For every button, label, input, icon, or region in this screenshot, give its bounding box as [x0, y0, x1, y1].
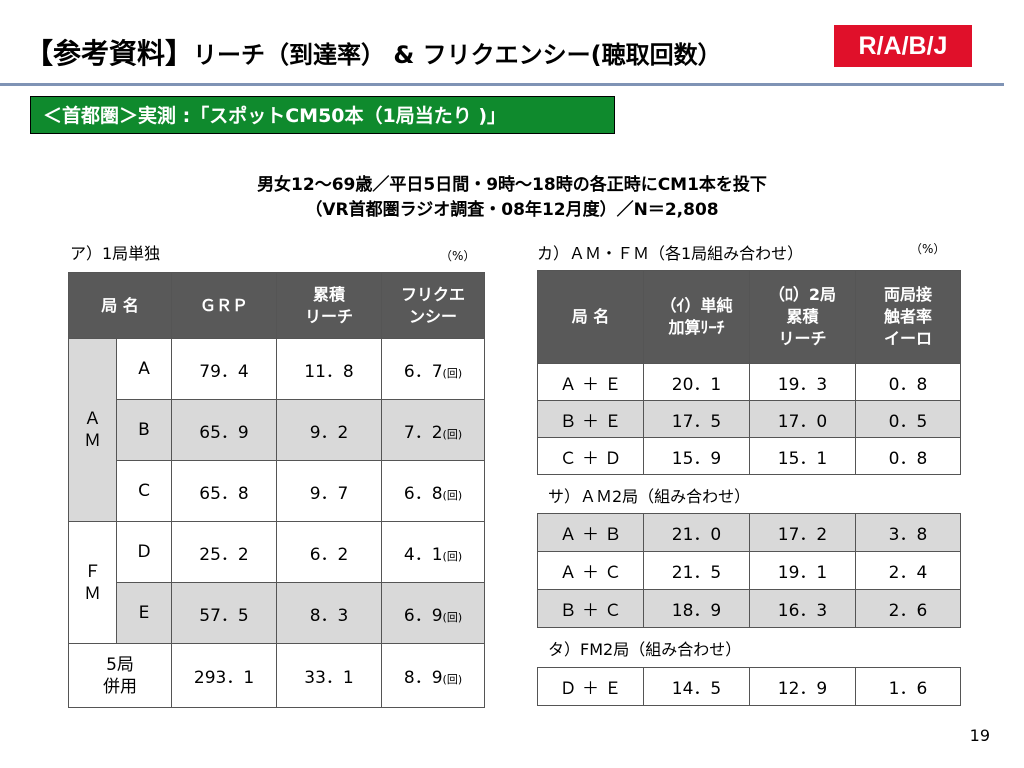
- am-fm-combination-table: 局 名 （ｲ）単純 加算ﾘｰﾁ （ﾛ）2局 累積 リーチ 両局接 触者率 イーロ…: [537, 270, 961, 475]
- right-table-unit: （%）: [910, 242, 946, 256]
- frequency-cell: 8．9(回): [381, 643, 486, 708]
- table-row: Ａ ＋ Ｅ 20．1 19．3 0．8: [537, 363, 961, 401]
- page-number: 19: [969, 726, 990, 745]
- grp-cell: 293．1: [171, 643, 278, 708]
- station-cell: B: [115, 399, 173, 461]
- pair-cell: Ｂ ＋ Ｃ: [537, 589, 644, 628]
- frequency-cell: 7．2(回): [381, 399, 486, 461]
- reach-cell: 17．2: [749, 513, 856, 552]
- reach-cell: 33．1: [276, 643, 383, 708]
- frequency-cell: 4．1(回): [381, 521, 486, 583]
- fm2-caption: タ）FM2局（組み合わせ）: [548, 640, 742, 659]
- header-grp: ＧＲＰ: [171, 272, 278, 339]
- reach-cell: 6．2: [276, 521, 383, 583]
- table-row: Ｂ ＋ Ｅ 17．5 17．0 0．5: [537, 400, 961, 438]
- sum-cell: 15．9: [643, 437, 750, 475]
- pair-cell: Ａ ＋ Ｂ: [537, 513, 644, 552]
- title-sub: リーチ（到達率） & フリクエンシー(聴取回数）: [193, 41, 722, 69]
- pair-cell: Ｃ ＋ Ｄ: [537, 437, 644, 475]
- reach-cell: 19．1: [749, 551, 856, 590]
- header-station: 局 名: [67, 272, 173, 339]
- page-title: 【参考資料】リーチ（到達率） & フリクエンシー(聴取回数）: [25, 36, 722, 73]
- am2-combination-table: Ａ ＋ Ｂ 21．0 17．2 3．8 Ａ ＋ Ｃ 21．5 19．1 2．4 …: [537, 513, 961, 628]
- survey-description-line-2: （VR首都圏ラジオ調査・08年12月度）／N＝2,808: [305, 200, 719, 220]
- overlap-cell: 2．4: [855, 551, 961, 590]
- reach-cell: 15．1: [749, 437, 856, 475]
- frequency-cell: 6．9(回): [381, 582, 486, 644]
- header-overlap-rate: 両局接 触者率 イーロ: [855, 270, 961, 364]
- table-total-row: 5局 併用 293．1 33．1 8．9(回): [67, 643, 486, 708]
- header-simple-sum: （ｲ）単純 加算ﾘｰﾁ: [643, 270, 750, 364]
- overlap-cell: 0．8: [855, 363, 961, 401]
- frequency-cell: 6．8(回): [381, 460, 486, 522]
- section-banner: ＜首都圏＞実測 :「スポットCM50本（1局当たり )」: [30, 96, 615, 134]
- sum-cell: 18．9: [643, 589, 750, 628]
- left-table-unit: （%）: [440, 249, 476, 263]
- table-header-row: 局 名 ＧＲＰ 累積 リーチ フリクエ ンシー: [67, 272, 486, 339]
- overlap-cell: 0．8: [855, 437, 961, 475]
- reach-cell: 9．2: [276, 399, 383, 461]
- reach-cell: 9．7: [276, 460, 383, 522]
- reach-cell: 8．3: [276, 582, 383, 644]
- table-row: Ａ ＋ Ｂ 21．0 17．2 3．8: [537, 513, 961, 552]
- table-row: Ｆ Ｍ D 25．2 6．2 4．1(回): [68, 521, 486, 644]
- table-row: Ａ ＋ Ｃ 21．5 19．1 2．4: [537, 551, 961, 590]
- table-header-row: 局 名 （ｲ）単純 加算ﾘｰﾁ （ﾛ）2局 累積 リーチ 両局接 触者率 イーロ: [537, 270, 961, 364]
- header-station: 局 名: [537, 270, 644, 364]
- table-row: Ｃ ＋ Ｄ 15．9 15．1 0．8: [537, 437, 961, 475]
- rabj-logo: R/A/B/J: [834, 25, 972, 67]
- grp-cell: 25．2: [171, 521, 278, 583]
- am-group-label: Ａ Ｍ: [68, 338, 117, 522]
- overlap-cell: 1．6: [855, 667, 961, 706]
- table-row: Ｂ ＋ Ｃ 18．9 16．3 2．6: [537, 589, 961, 628]
- header-frequency: フリクエ ンシー: [381, 272, 486, 339]
- pair-cell: Ａ ＋ Ｅ: [537, 363, 644, 401]
- table-row: B 65．9 9．2 7．2(回): [69, 399, 486, 461]
- single-station-table: 局 名 ＧＲＰ 累積 リーチ フリクエ ンシー Ａ Ｍ A 79．4 11．8 …: [67, 272, 486, 708]
- frequency-cell: 6．7(回): [381, 338, 486, 400]
- reach-cell: 17．0: [749, 400, 856, 438]
- title-main: 【参考資料】: [25, 37, 194, 70]
- grp-cell: 79．4: [171, 338, 278, 400]
- pair-cell: Ａ ＋ Ｃ: [537, 551, 644, 590]
- sum-cell: 21．0: [643, 513, 750, 552]
- overlap-cell: 3．8: [855, 513, 961, 552]
- sum-cell: 14．5: [643, 667, 750, 706]
- total-label: 5局 併用: [67, 643, 173, 708]
- reach-cell: 16．3: [749, 589, 856, 628]
- sum-cell: 20．1: [643, 363, 750, 401]
- am-fm-caption: カ）ＡＭ・ＦＭ（各1局組み合わせ）: [537, 244, 804, 263]
- grp-cell: 57．5: [171, 582, 278, 644]
- header-reach: 累積 リーチ: [276, 272, 383, 339]
- title-divider: [0, 83, 1004, 86]
- survey-description-line-1: 男女12～69歳／平日5日間・9時～18時の各正時にCM1本を投下: [257, 175, 767, 195]
- station-cell: C: [115, 460, 173, 522]
- reach-cell: 11．8: [276, 338, 383, 400]
- station-cell: E: [115, 582, 173, 644]
- pair-cell: Ｄ ＋ Ｅ: [537, 667, 644, 706]
- header-two-station-reach: （ﾛ）2局 累積 リーチ: [749, 270, 856, 364]
- left-table-caption: ア）1局単独: [70, 244, 161, 263]
- fm-group-label: Ｆ Ｍ: [68, 521, 117, 644]
- overlap-cell: 2．6: [855, 589, 961, 628]
- sum-cell: 17．5: [643, 400, 750, 438]
- table-row: E 57．5 8．3 6．9(回): [69, 582, 486, 644]
- am2-caption: サ）ＡＭ2局（組み合わせ）: [548, 487, 751, 506]
- fm2-combination-table: Ｄ ＋ Ｅ 14．5 12．9 1．6: [537, 667, 961, 706]
- table-row: Ａ Ｍ A 79．4 11．8 6．7(回): [68, 338, 486, 522]
- reach-cell: 12．9: [749, 667, 856, 706]
- station-cell: D: [115, 521, 173, 583]
- pair-cell: Ｂ ＋ Ｅ: [537, 400, 644, 438]
- station-cell: A: [115, 338, 173, 400]
- sum-cell: 21．5: [643, 551, 750, 590]
- reach-cell: 19．3: [749, 363, 856, 401]
- table-row: C 65．8 9．7 6．8(回): [69, 460, 486, 522]
- grp-cell: 65．9: [171, 399, 278, 461]
- overlap-cell: 0．5: [855, 400, 961, 438]
- grp-cell: 65．8: [171, 460, 278, 522]
- table-row: Ｄ ＋ Ｅ 14．5 12．9 1．6: [537, 667, 961, 706]
